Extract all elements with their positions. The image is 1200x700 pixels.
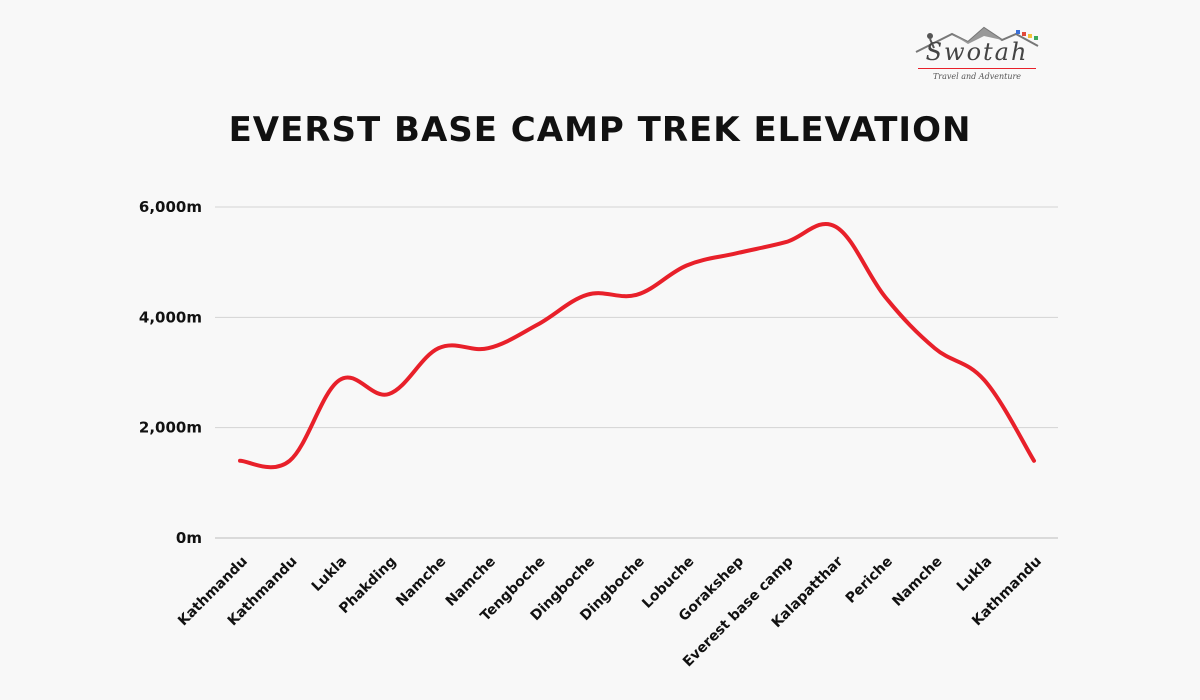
brand-tagline: Travel and Adventure — [932, 72, 1022, 81]
brand-logo: Swotah Travel and Adventure — [912, 24, 1042, 84]
y-tick-label: 4,000m — [139, 308, 202, 326]
gridlines — [215, 206, 1058, 539]
y-tick-label: 0m — [176, 529, 202, 547]
brand-wordmark: Swotah — [925, 38, 1029, 66]
logo-underline — [918, 68, 1036, 69]
x-tick-label: Namche — [889, 554, 945, 610]
x-tick-label: Lukla — [954, 554, 995, 595]
elevation-series-line — [238, 222, 1036, 470]
x-tick-label: Periche — [843, 554, 896, 607]
x-tick-label: Namche — [393, 554, 449, 610]
x-tick-label: Lukla — [309, 554, 350, 595]
y-tick-label: 6,000m — [139, 198, 202, 216]
series-lines — [238, 222, 1036, 470]
y-tick-label: 2,000m — [139, 419, 202, 437]
mountain-logo-icon — [915, 26, 1039, 53]
y-axis-ticks: 0m 2,000m 4,000m 6,000m — [139, 198, 202, 547]
chart-title: EVERST BASE CAMP TREK ELEVATION — [228, 110, 972, 150]
